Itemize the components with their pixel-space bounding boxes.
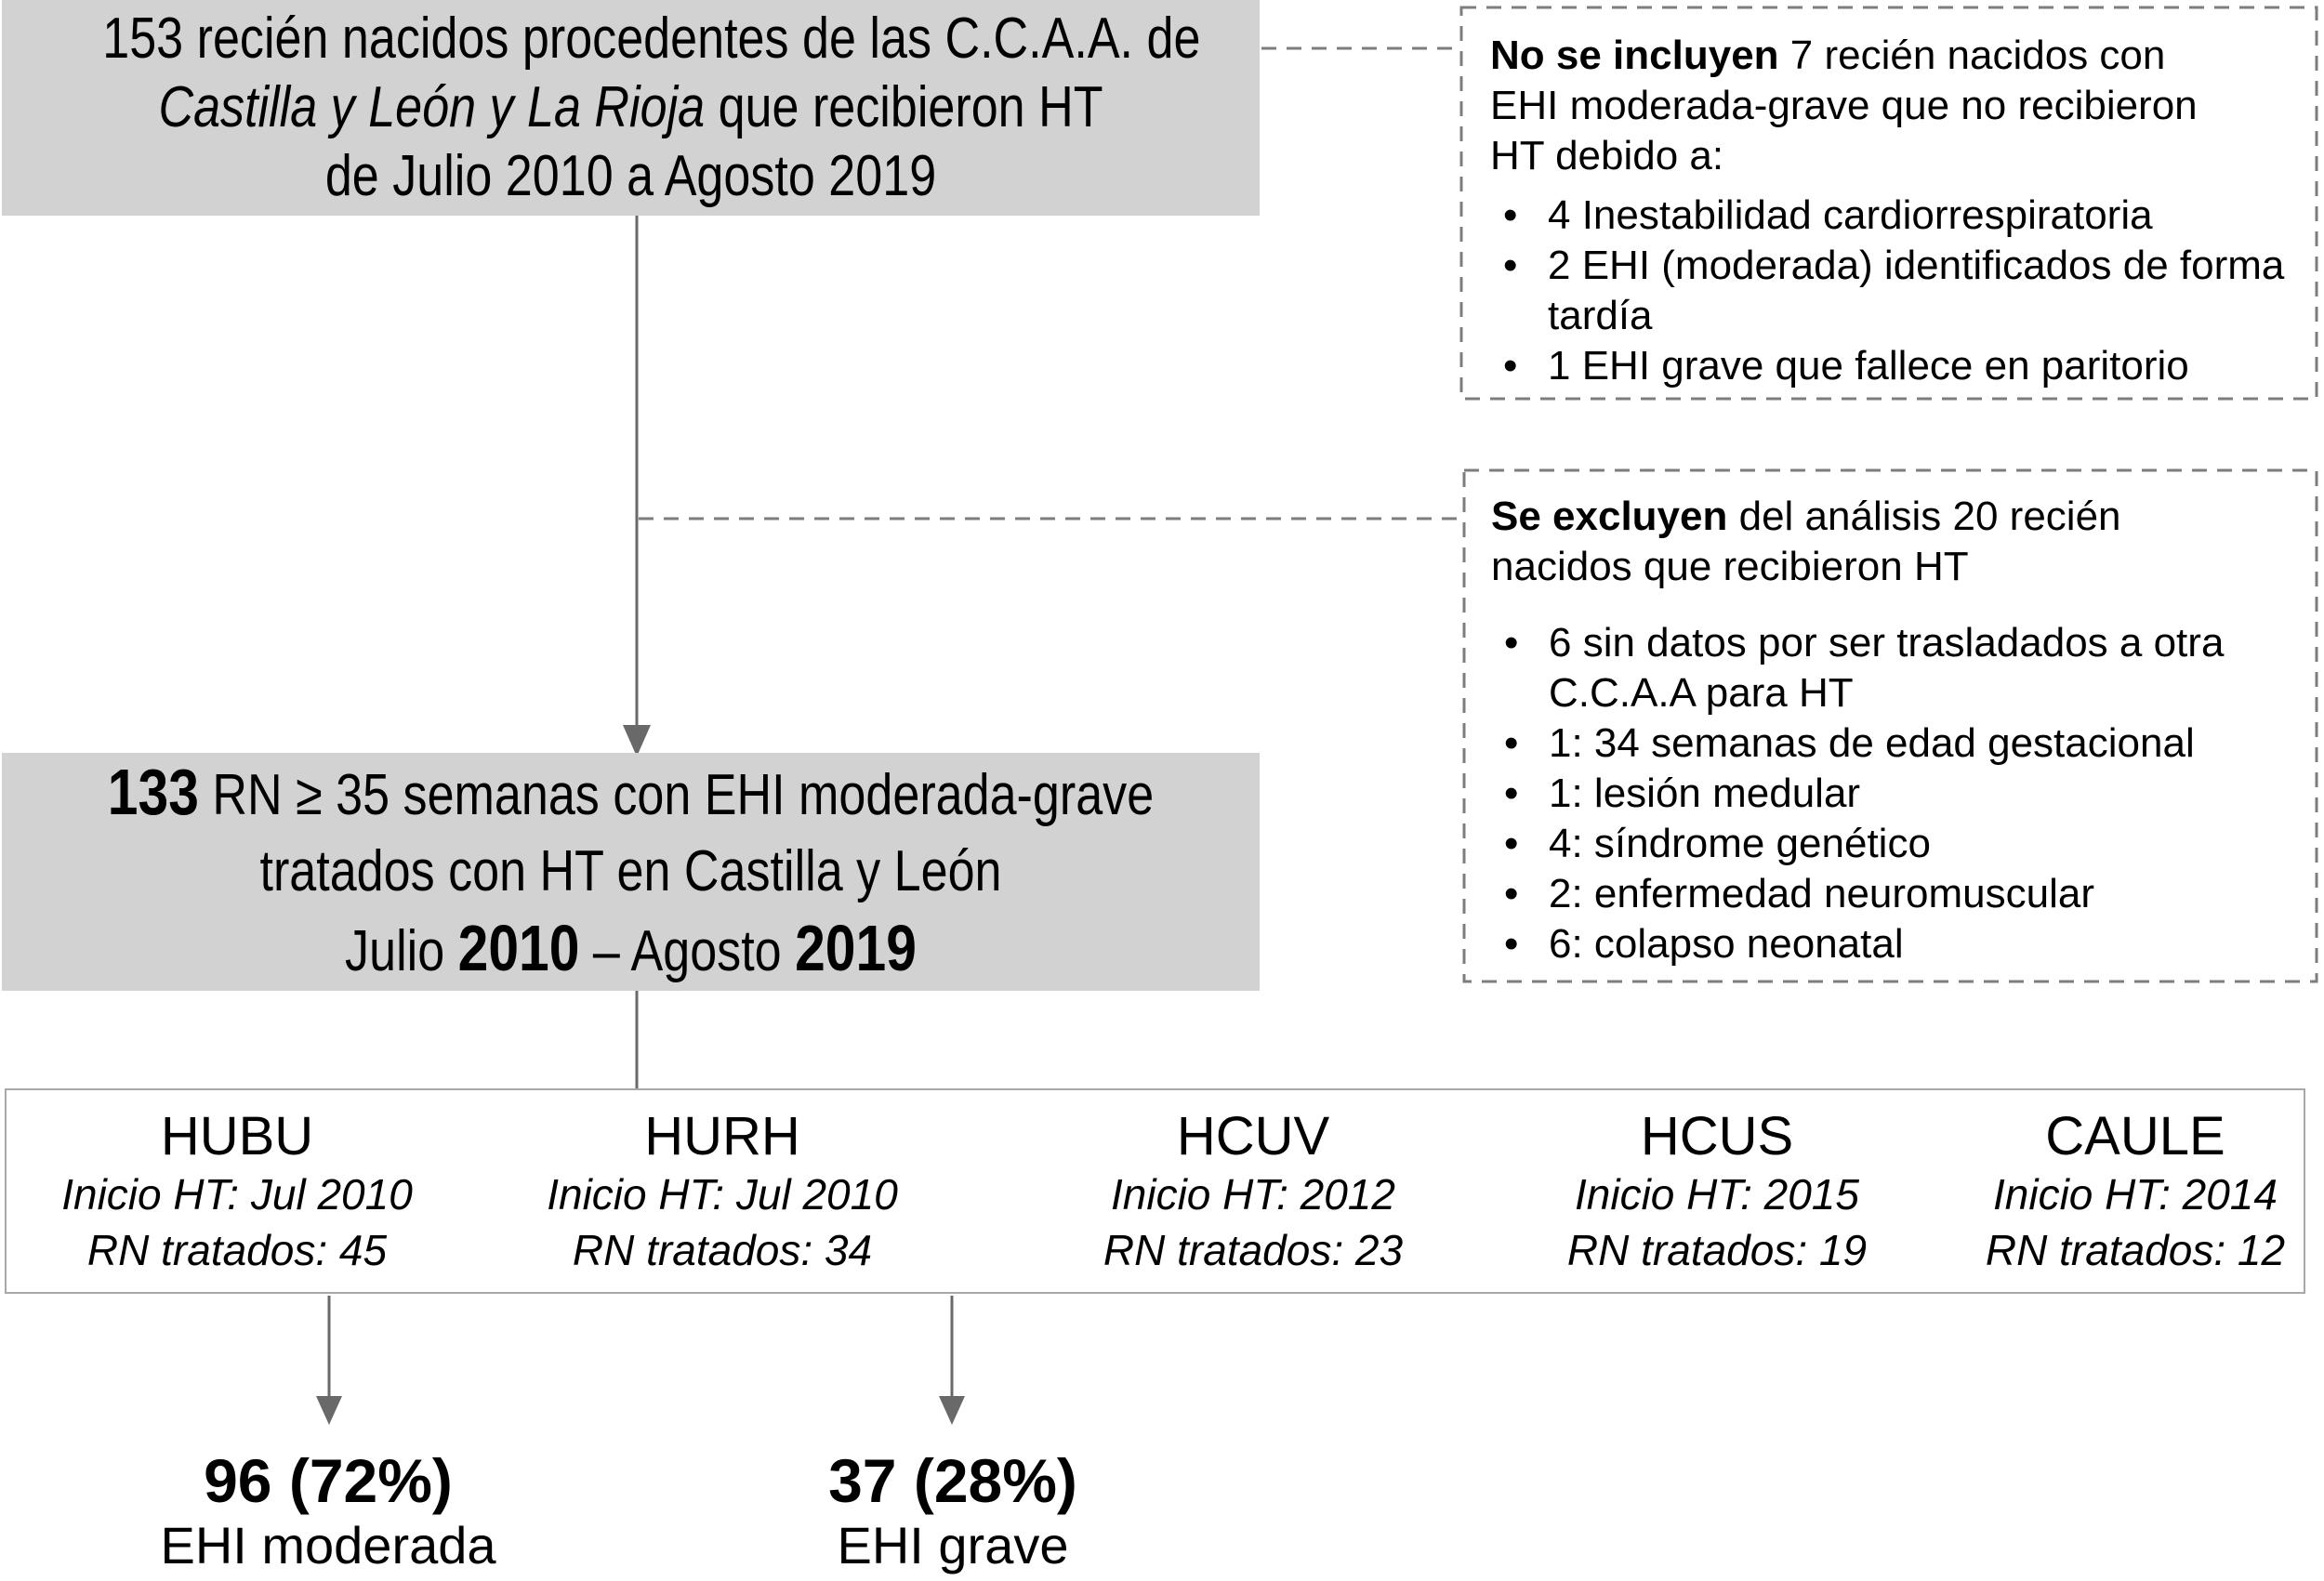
arrowhead-top-to-middle (623, 725, 651, 757)
bullet-icon: • (1503, 192, 1518, 238)
hospital-start: Inicio HT: Jul 2010 (61, 1170, 413, 1219)
hospital-start: Inicio HT: 2012 (1111, 1170, 1395, 1219)
hospital-treated: RN tratados: 19 (1566, 1226, 1868, 1274)
outcome-moderate: 96 (72%) EHI moderada (160, 1446, 495, 1576)
title-line: nacidos que recibieron HT (1491, 544, 1969, 589)
list-item: • 1: 34 semanas de edad gestacional (1491, 718, 2300, 769)
list-item-text: 6 sin datos por ser trasladados a otra C… (1549, 620, 2225, 716)
cohort-line: Castilla y León y La Rioja que recibiero… (158, 75, 1103, 139)
title-line: Se excluyen del análisis 20 recién (1491, 494, 2121, 539)
arrowhead-outcome-moderate (316, 1396, 342, 1425)
list-item: • 4 Inestabilidad cardiorrespiratoria (1490, 191, 2300, 241)
bullet-icon: • (1503, 343, 1518, 389)
hospital-name: CAULE (2045, 1106, 2225, 1166)
hospitals-box: HUBU Inicio HT: Jul 2010 RN tratados: 45… (5, 1088, 2305, 1294)
list-item-text: 1: 34 semanas de edad gestacional (1549, 720, 2195, 766)
bullet-icon: • (1504, 720, 1519, 766)
hospital-column-hubu: HUBU Inicio HT: Jul 2010 RN tratados: 45 (61, 1107, 413, 1278)
cohort-line: 153 recién nacidos procedentes de las C.… (102, 7, 1201, 71)
list-item: • 1 EHI grave que fallece en paritorio (1490, 341, 2300, 391)
title-line: EHI moderada-grave que no recibieron (1490, 83, 2198, 128)
not-included-title: No se incluyen 7 recién nacidos con EHI … (1490, 31, 2300, 181)
list-item: • 2: enfermedad neuromuscular (1491, 869, 2300, 919)
outcome-label: EHI grave (837, 1516, 1069, 1574)
outcome-label: EHI moderada (160, 1516, 496, 1574)
list-item: • 1: lesión medular (1491, 769, 2300, 819)
list-item-text: 1 EHI grave que fallece en paritorio (1548, 343, 2189, 389)
hospital-name: HUBU (160, 1106, 314, 1166)
excluded-list: • 6 sin datos por ser trasladados a otra… (1491, 618, 2300, 969)
not-included-list: • 4 Inestabilidad cardiorrespiratoria • … (1490, 191, 2300, 391)
list-item: • 4: síndrome genético (1491, 819, 2300, 869)
bullet-icon: • (1504, 620, 1519, 665)
cohort-line: 133 RN ≥ 35 semanas con EHI moderada-gra… (107, 756, 1155, 828)
hospital-treated: RN tratados: 34 (572, 1226, 873, 1274)
hospital-column-hurh: HURH Inicio HT: Jul 2010 RN tratados: 34 (547, 1107, 898, 1278)
hospital-name: HCUV (1176, 1106, 1330, 1166)
hospital-treated: RN tratados: 12 (1985, 1226, 2286, 1274)
list-item: • 6 sin datos por ser trasladados a otra… (1491, 618, 2300, 718)
list-item-text: 4 Inestabilidad cardiorrespiratoria (1548, 192, 2153, 238)
treated-cohort-box: 133 RN ≥ 35 semanas con EHI moderada-gra… (2, 753, 1260, 991)
bullet-icon: • (1503, 243, 1518, 288)
hospital-column-caule: CAULE Inicio HT: 2014 RN tratados: 12 (1986, 1107, 2285, 1278)
hospital-column-hcus: HCUS Inicio HT: 2015 RN tratados: 19 (1567, 1107, 1867, 1278)
hospital-treated: RN tratados: 45 (86, 1226, 388, 1274)
outcome-value: 37 (28%) (828, 1446, 1077, 1515)
title-line: HT debido a: (1490, 133, 1724, 178)
list-item-text: 6: colapso neonatal (1549, 921, 1904, 967)
list-item: • 6: colapso neonatal (1491, 919, 2300, 969)
initial-cohort-box: 153 recién nacidos procedentes de las C.… (2, 0, 1260, 216)
hospital-start: Inicio HT: Jul 2010 (547, 1170, 898, 1219)
not-included-box: No se incluyen 7 recién nacidos con EHI … (1460, 7, 2318, 401)
hospital-start: Inicio HT: 2015 (1575, 1170, 1859, 1219)
list-item-text: 4: síndrome genético (1549, 821, 1931, 866)
outcome-value: 96 (72%) (204, 1446, 453, 1515)
list-item-text: 2: enfermedad neuromuscular (1549, 871, 2094, 916)
list-item-text: 1: lesión medular (1549, 771, 1861, 816)
title-line: No se incluyen 7 recién nacidos con (1490, 33, 2166, 78)
list-item: • 2 EHI (moderada) identificados de form… (1490, 241, 2300, 341)
bullet-icon: • (1504, 871, 1519, 916)
bullet-icon: • (1504, 821, 1519, 866)
bullet-icon: • (1504, 771, 1519, 816)
cohort-line: tratados con HT en Castilla y León (259, 839, 1002, 903)
hospital-treated: RN tratados: 23 (1103, 1226, 1404, 1274)
list-item-text: 2 EHI (moderada) identificados de forma … (1548, 243, 2285, 338)
hospital-column-hcuv: HCUV Inicio HT: 2012 RN tratados: 23 (1103, 1107, 1403, 1278)
bullet-icon: • (1504, 921, 1519, 967)
outcome-severe: 37 (28%) EHI grave (828, 1446, 1077, 1576)
treated-cohort-text: 133 RN ≥ 35 semanas con EHI moderada-gra… (102, 754, 1159, 990)
hospital-name: HCUS (1640, 1106, 1794, 1166)
cohort-line: Julio 2010 – Agosto 2019 (345, 912, 917, 984)
hospital-name: HURH (644, 1106, 800, 1166)
cohort-line: de Julio 2010 a Agosto 2019 (324, 144, 937, 208)
excluded-title: Se excluyen del análisis 20 recién nacid… (1491, 492, 2300, 592)
excluded-box: Se excluyen del análisis 20 recién nacid… (1463, 469, 2318, 983)
initial-cohort-text: 153 recién nacidos procedentes de las C.… (102, 5, 1201, 211)
hospital-start: Inicio HT: 2014 (1993, 1170, 2278, 1219)
arrowhead-outcome-severe (939, 1396, 965, 1425)
